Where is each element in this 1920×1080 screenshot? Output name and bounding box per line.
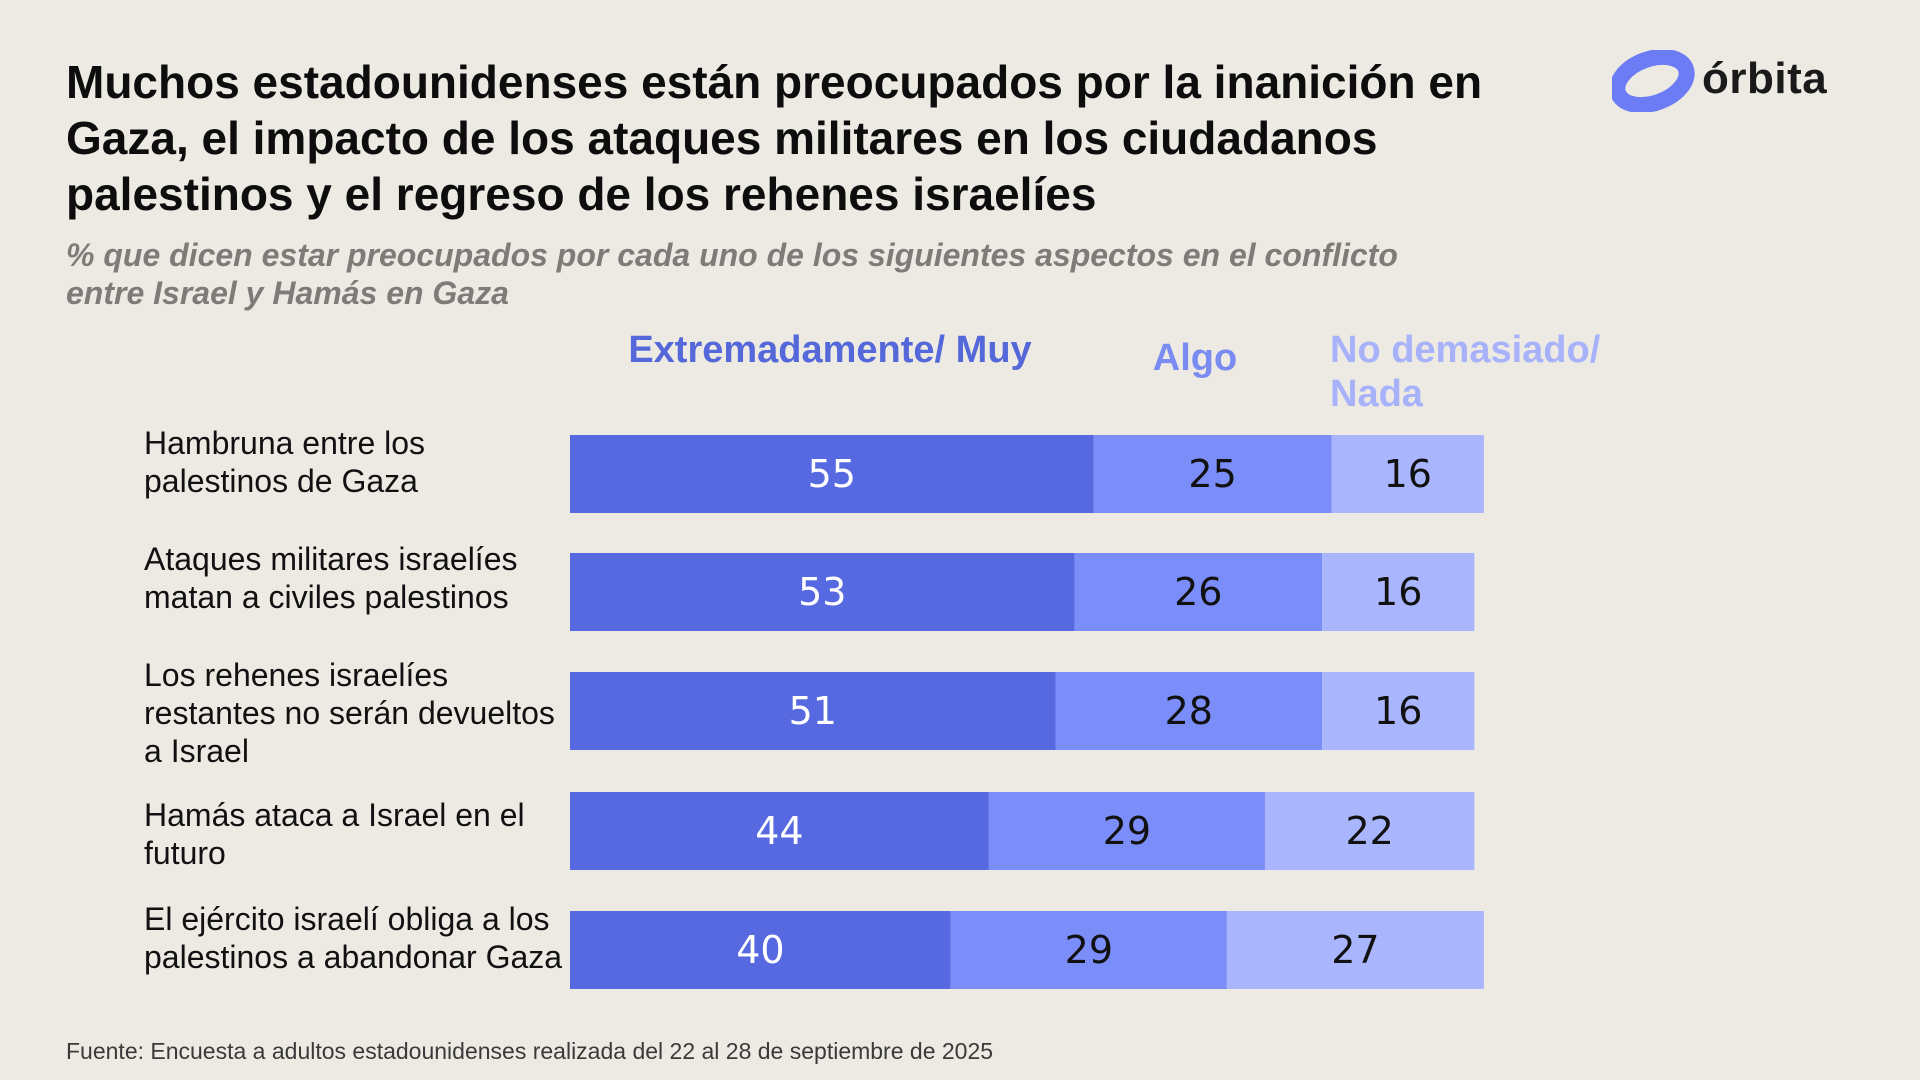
legend-no-demasiado-nada: No demasiado/ Nada xyxy=(1330,329,1601,415)
bar-segment-algo-row-4 xyxy=(988,792,1265,870)
data-label-no-demasiado-nada-row-5: 27 xyxy=(1331,928,1379,972)
data-label-no-demasiado-nada-row-3: 16 xyxy=(1374,689,1422,733)
data-label-extremadamente-muy-row-4: 44 xyxy=(755,809,803,853)
legend-algo: Algo xyxy=(1152,337,1238,379)
bar-segment-algo-row-3 xyxy=(1055,672,1323,750)
bar-segment-algo-row-2 xyxy=(1074,553,1323,631)
data-label-no-demasiado-nada-row-1: 16 xyxy=(1384,452,1432,496)
data-label-algo-row-3: 28 xyxy=(1165,689,1213,733)
data-label-algo-row-5: 29 xyxy=(1065,928,1113,972)
data-label-no-demasiado-nada-row-2: 16 xyxy=(1374,570,1422,614)
category-label-hambruna: Hambruna entre los palestinos de Gaza xyxy=(144,425,426,499)
legend-extremadamente-muy: Extremadamente/ Muy xyxy=(628,329,1032,371)
category-label-hamas-ataca: Hamás ataca a Israel en el futuro xyxy=(144,797,525,871)
data-label-algo-row-4: 29 xyxy=(1103,809,1151,853)
orbit-logo-icon xyxy=(1609,48,1695,114)
data-label-extremadamente-muy-row-5: 40 xyxy=(736,928,784,972)
category-label-ataques-militares: Ataques militares israelíes matan a civi… xyxy=(144,541,518,615)
bar-segment-no-demasiado-nada-row-5 xyxy=(1226,911,1484,989)
bar-segment-extremadamente-muy-row-4 xyxy=(570,792,989,870)
data-label-algo-row-1: 25 xyxy=(1188,452,1236,496)
bar-segment-extremadamente-muy-row-5 xyxy=(570,911,951,989)
data-label-extremadamente-muy-row-2: 53 xyxy=(798,570,846,614)
chart-subtitle: % que dicen estar preocupados por cada u… xyxy=(66,237,1398,311)
category-label-ejercito-obliga: El ejército israelí obliga a los palesti… xyxy=(144,901,563,975)
data-label-extremadamente-muy-row-3: 51 xyxy=(789,689,837,733)
brand-logo: órbita xyxy=(1609,48,1862,114)
brand-name: órbita xyxy=(1702,54,1828,103)
data-label-extremadamente-muy-row-1: 55 xyxy=(808,452,856,496)
bar-segment-algo-row-1 xyxy=(1093,435,1332,513)
data-label-no-demasiado-nada-row-4: 22 xyxy=(1346,809,1394,853)
data-label-algo-row-2: 26 xyxy=(1174,570,1222,614)
category-label-rehenes: Los rehenes israelíes restantes no serán… xyxy=(144,657,555,769)
bar-segment-no-demasiado-nada-row-1 xyxy=(1331,435,1484,513)
source-note: Fuente: Encuesta a adultos estadounidens… xyxy=(66,1038,994,1064)
bar-segment-no-demasiado-nada-row-4 xyxy=(1264,792,1475,870)
bar-segment-no-demasiado-nada-row-3 xyxy=(1322,672,1475,750)
bar-segment-extremadamente-muy-row-1 xyxy=(570,435,1094,513)
chart-title: Muchos estadounidenses están preocupados… xyxy=(66,56,1483,220)
bar-segment-extremadamente-muy-row-2 xyxy=(570,553,1075,631)
bar-segment-no-demasiado-nada-row-2 xyxy=(1322,553,1475,631)
bar-segment-extremadamente-muy-row-3 xyxy=(570,672,1056,750)
bar-segment-algo-row-5 xyxy=(950,911,1227,989)
